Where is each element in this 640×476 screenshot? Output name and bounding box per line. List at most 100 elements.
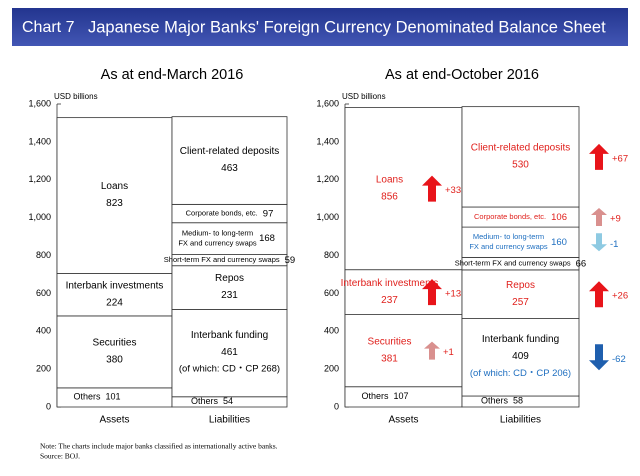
y-tick-label: 1,400 [316, 136, 339, 146]
segment-name: FX and currency swaps [469, 242, 548, 251]
segment-label: Corporate bonds, etc. 97 [186, 208, 274, 219]
change-label: -62 [612, 354, 626, 365]
y-axis-label: USD billions [342, 92, 386, 101]
segment-value: 101 [105, 392, 120, 402]
segment-value: 224 [106, 297, 123, 308]
segment [461, 269, 580, 319]
segment-name: Medium- to long-term [473, 232, 544, 241]
segment-value: 856 [381, 191, 398, 202]
change-arrow [591, 208, 607, 227]
header-title: Japanese Major Banks' Foreign Currency D… [88, 18, 606, 36]
segment-label: Others 101 [73, 392, 120, 402]
chart-title: As at end-March 2016 [101, 67, 244, 83]
change-arrow [591, 233, 607, 252]
segment-name: Interbank investments [66, 280, 164, 291]
chart-title: As at end-October 2016 [385, 67, 539, 83]
change-label: +67 [612, 153, 628, 164]
y-tick-label: 1,600 [28, 98, 51, 108]
segment-value: 463 [221, 163, 238, 174]
segment-name: Securities [93, 338, 137, 349]
y-tick-label: 400 [36, 326, 51, 336]
segment-name: Others [73, 392, 101, 402]
segment-name: Short-term FX and currency swaps [164, 255, 280, 264]
segment-name: Others [361, 391, 389, 401]
y-tick-label: 1,200 [28, 174, 51, 184]
change-arrow [589, 143, 609, 170]
segment-value: 380 [106, 355, 123, 366]
segment [171, 265, 288, 310]
category-label: Assets [99, 415, 129, 426]
category-label: Liabilities [500, 415, 541, 426]
segment-name: Medium- to long-term [182, 229, 253, 238]
segment-name: Interbank funding [482, 334, 559, 345]
segment-name: Interbank investments [341, 278, 439, 289]
segment-name: Loans [376, 174, 403, 185]
segment-value: 237 [381, 295, 398, 306]
change-arrow [422, 279, 442, 306]
segment-name: Short-term FX and currency swaps [455, 259, 571, 268]
segment-note: (of which: CD・CP 206) [470, 368, 571, 379]
category-label: Liabilities [209, 415, 250, 426]
y-tick-label: 200 [36, 364, 51, 374]
segment-value: 58 [513, 396, 523, 406]
segment-value: 54 [223, 396, 233, 406]
segment-name: FX and currency swaps [178, 239, 257, 248]
change-arrow [589, 281, 609, 308]
change-label: +13 [445, 289, 461, 300]
change-label: -1 [610, 239, 618, 250]
change-arrow [424, 341, 440, 360]
segment [461, 226, 580, 258]
y-tick-label: 1,200 [316, 174, 339, 184]
segment [171, 222, 288, 255]
segment-value: 231 [221, 290, 238, 301]
y-tick-label: 600 [324, 288, 339, 298]
segment [171, 116, 288, 205]
change-arrow [589, 344, 609, 371]
segment-name: Client-related deposits [471, 142, 571, 153]
segment [344, 107, 463, 271]
segment-value: 168 [259, 233, 275, 244]
segment-name: Others [191, 396, 219, 406]
segment-value: 97 [263, 208, 274, 219]
segment-label: Short-term FX and currency swaps 66 [455, 258, 586, 269]
segment-label: Others 107 [361, 391, 408, 401]
segment [461, 106, 580, 208]
y-tick-label: 400 [324, 326, 339, 336]
segment [461, 318, 580, 397]
segment-value: 59 [285, 255, 296, 266]
segment-value: 107 [393, 391, 408, 401]
y-tick-label: 1,400 [28, 136, 51, 146]
y-tick-label: 0 [334, 401, 339, 411]
segment [344, 314, 463, 388]
y-tick-label: 800 [36, 250, 51, 260]
segment-name: Interbank funding [191, 330, 268, 341]
y-tick-label: 0 [46, 401, 51, 411]
segment-name: Corporate bonds, etc. [474, 212, 546, 221]
category-label: Assets [388, 415, 418, 426]
y-tick-label: 200 [324, 364, 339, 374]
change-arrow [422, 175, 442, 202]
segment-label: Others 54 [191, 396, 233, 406]
change-label: +26 [612, 291, 628, 302]
segment-label: Corporate bonds, etc. 106 [474, 212, 567, 223]
segment-name: Repos [506, 280, 535, 291]
segment-value: 409 [512, 351, 529, 362]
change-label: +33 [445, 185, 461, 196]
change-label: +1 [443, 347, 454, 358]
y-axis-label: USD billions [54, 92, 98, 101]
segment-name: Others [481, 396, 509, 406]
segment-value: 530 [512, 159, 529, 170]
segment-value: 823 [106, 198, 123, 209]
segment-value: 461 [221, 347, 238, 358]
segment-label: Short-term FX and currency swaps 59 [164, 255, 295, 266]
y-tick-label: 800 [324, 250, 339, 260]
segment [56, 117, 173, 274]
segment-note: (of which: CD・CP 268) [179, 364, 280, 375]
change-label: +9 [610, 214, 621, 225]
segment-name: Client-related deposits [180, 146, 280, 157]
segment-name: Loans [101, 181, 128, 192]
segment-value: 66 [576, 258, 587, 269]
segment-value: 106 [551, 212, 567, 223]
segment-value: 257 [512, 297, 529, 308]
